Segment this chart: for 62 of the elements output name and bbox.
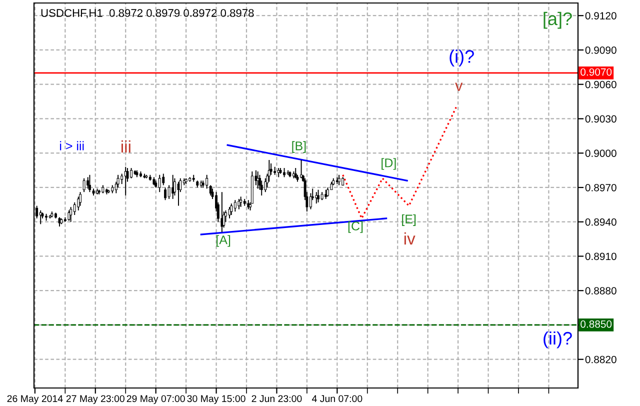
- annotation: [A]: [216, 235, 230, 247]
- candlestick: [68, 210, 70, 222]
- x-tick-label: 4 Jun 07:00: [312, 395, 362, 402]
- candlestick: [162, 173, 165, 186]
- y-tick-label: 0.8880: [585, 287, 616, 294]
- annotation: iv: [404, 232, 416, 244]
- annotation: [E]: [402, 214, 416, 226]
- annotation: (i)?: [450, 50, 474, 66]
- candlestick: [86, 176, 90, 190]
- candlestick: [220, 192, 224, 233]
- candlestick: [73, 202, 76, 216]
- x-tick-label: 30 May 15:00: [187, 395, 246, 404]
- x-tick-label: 29 May 07:00: [126, 395, 185, 404]
- candlestick: [158, 174, 161, 193]
- candlestick: [264, 178, 267, 193]
- candlestick: [317, 189, 320, 203]
- candlestick: [326, 186, 329, 198]
- candlestick: [310, 192, 312, 210]
- candlestick: [172, 174, 174, 200]
- annotation: v: [455, 82, 463, 91]
- candlestick: [209, 184, 212, 196]
- annotation: iii: [121, 140, 130, 152]
- candlestick: [164, 186, 166, 201]
- y-tick-label: 0.8940: [585, 218, 616, 226]
- candlestick: [206, 174, 208, 190]
- x-tick-label: 2 Jun 23:00: [252, 395, 302, 402]
- annotation: [C]: [348, 221, 363, 233]
- x-tick-label: 27 May 23:00: [66, 395, 124, 404]
- candlestick: [238, 198, 240, 210]
- candlestick: [79, 192, 82, 206]
- candlestick: [234, 200, 236, 212]
- y-tick-label: 0.8820: [585, 356, 616, 364]
- candlestick: [230, 203, 233, 216]
- candlestick: [228, 206, 231, 219]
- y-tick-label: 0.9060: [585, 80, 616, 88]
- ref-line-label: 0.8850: [580, 320, 612, 328]
- x-tick-label: 26 May 2014: [7, 395, 63, 404]
- y-tick-label: 0.9090: [585, 46, 616, 54]
- candlestick: [168, 184, 170, 200]
- candlestick: [174, 178, 176, 196]
- annotation: i > iii: [60, 141, 84, 150]
- candlestick: [120, 173, 124, 185]
- y-tick-label: 0.9000: [585, 150, 616, 157]
- candlestick: [300, 159, 302, 179]
- annotation: [a]?: [544, 12, 572, 29]
- candlestick: [70, 206, 72, 222]
- annotation: [B]: [292, 141, 306, 153]
- candlestick: [324, 189, 328, 200]
- y-tick-label: 0.9120: [585, 12, 616, 20]
- y-tick-label: 0.9030: [585, 115, 616, 123]
- candlestick: [82, 178, 86, 193]
- candlestick: [240, 196, 242, 208]
- candlestick: [88, 174, 91, 193]
- candlestick: [130, 168, 132, 179]
- ref-line-label: 0.9070: [580, 68, 612, 76]
- y-tick-label: 0.8970: [585, 184, 616, 192]
- candlestick: [77, 196, 80, 211]
- y-tick-label: 0.8910: [585, 252, 616, 260]
- chart-title: USDCHF,H1 0.8972 0.8979 0.8972 0.8978: [41, 9, 254, 18]
- annotation: (ii)?: [544, 331, 572, 348]
- annotation: [D]: [382, 158, 396, 170]
- candlestick: [283, 168, 286, 178]
